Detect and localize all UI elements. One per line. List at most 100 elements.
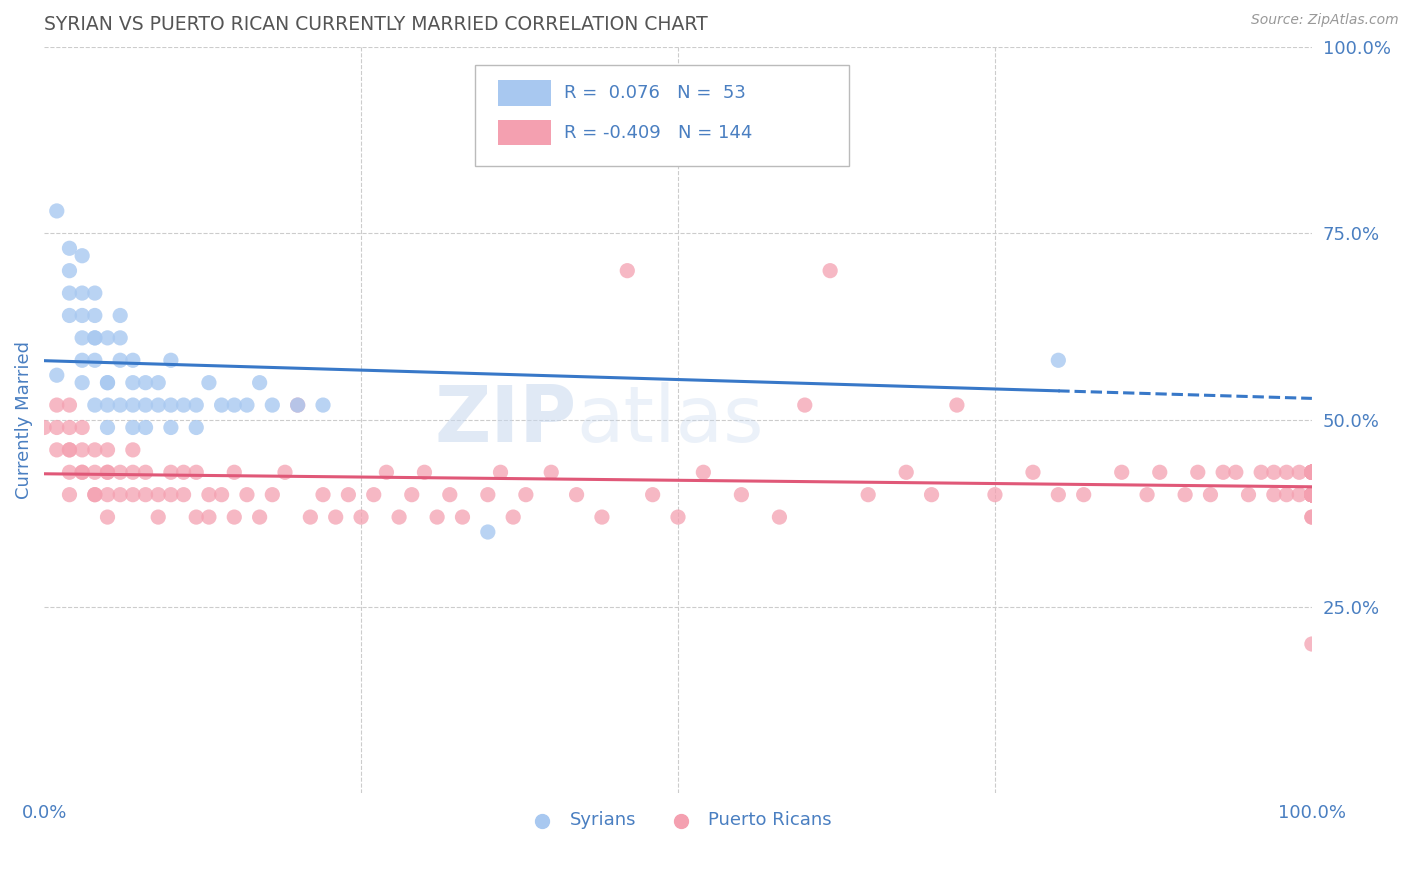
Point bbox=[1047, 488, 1070, 502]
Point bbox=[1301, 488, 1323, 502]
FancyBboxPatch shape bbox=[498, 80, 551, 105]
Point bbox=[83, 488, 105, 502]
Point bbox=[1301, 465, 1323, 479]
Point bbox=[1301, 510, 1323, 524]
Point bbox=[108, 488, 131, 502]
Point bbox=[1073, 488, 1095, 502]
Point bbox=[58, 286, 80, 301]
Point bbox=[946, 398, 969, 412]
Point bbox=[768, 510, 790, 524]
Point bbox=[287, 398, 309, 412]
Point bbox=[1301, 488, 1323, 502]
Point bbox=[730, 488, 752, 502]
Point bbox=[1111, 465, 1133, 479]
Point bbox=[1301, 465, 1323, 479]
Point bbox=[173, 465, 195, 479]
Point bbox=[198, 510, 221, 524]
Point bbox=[160, 398, 183, 412]
Point bbox=[1301, 488, 1323, 502]
Point bbox=[83, 353, 105, 368]
Point bbox=[401, 488, 423, 502]
Point bbox=[148, 510, 170, 524]
Point bbox=[1301, 488, 1323, 502]
Point bbox=[58, 465, 80, 479]
Point bbox=[45, 420, 67, 434]
Point bbox=[224, 510, 246, 524]
Point bbox=[1301, 465, 1323, 479]
Point bbox=[135, 376, 157, 390]
Point bbox=[83, 465, 105, 479]
Point bbox=[388, 510, 411, 524]
Point bbox=[83, 331, 105, 345]
Point bbox=[641, 488, 664, 502]
Point bbox=[540, 465, 562, 479]
Point bbox=[1301, 465, 1323, 479]
Point bbox=[121, 465, 143, 479]
Point bbox=[1301, 488, 1323, 502]
Point bbox=[1301, 465, 1323, 479]
Point bbox=[83, 286, 105, 301]
Point bbox=[58, 442, 80, 457]
Point bbox=[426, 510, 449, 524]
Point bbox=[173, 488, 195, 502]
Point bbox=[160, 420, 183, 434]
Point bbox=[1301, 488, 1323, 502]
Point bbox=[58, 398, 80, 412]
Point bbox=[198, 488, 221, 502]
Text: atlas: atlas bbox=[576, 382, 763, 458]
Point bbox=[1301, 465, 1323, 479]
Point bbox=[70, 286, 93, 301]
Point bbox=[1301, 488, 1323, 502]
Point bbox=[1187, 465, 1209, 479]
Point bbox=[45, 203, 67, 218]
Point bbox=[1301, 465, 1323, 479]
Point bbox=[1136, 488, 1159, 502]
Point bbox=[1301, 488, 1323, 502]
Point bbox=[1212, 465, 1234, 479]
Point bbox=[1288, 465, 1310, 479]
Point bbox=[1199, 488, 1222, 502]
Point bbox=[1301, 465, 1323, 479]
Point bbox=[83, 442, 105, 457]
Point bbox=[1301, 488, 1323, 502]
Point bbox=[70, 353, 93, 368]
Point bbox=[477, 488, 499, 502]
Point bbox=[1301, 488, 1323, 502]
Point bbox=[236, 488, 259, 502]
Point bbox=[45, 442, 67, 457]
Point bbox=[1301, 637, 1323, 651]
Point bbox=[198, 376, 221, 390]
Point bbox=[616, 263, 638, 277]
Text: ZIP: ZIP bbox=[434, 382, 576, 458]
Point bbox=[186, 420, 208, 434]
Point bbox=[70, 465, 93, 479]
FancyBboxPatch shape bbox=[498, 120, 551, 145]
Point bbox=[186, 510, 208, 524]
Point bbox=[1301, 465, 1323, 479]
Point bbox=[1047, 353, 1070, 368]
Point bbox=[121, 353, 143, 368]
Point bbox=[325, 510, 347, 524]
Point bbox=[135, 488, 157, 502]
Point bbox=[1301, 465, 1323, 479]
Point bbox=[350, 510, 373, 524]
Point bbox=[135, 398, 157, 412]
Point bbox=[108, 353, 131, 368]
Point bbox=[287, 398, 309, 412]
Point bbox=[148, 376, 170, 390]
Point bbox=[666, 510, 689, 524]
Y-axis label: Currently Married: Currently Married bbox=[15, 341, 32, 499]
Point bbox=[1275, 465, 1298, 479]
Point bbox=[96, 488, 118, 502]
Point bbox=[83, 331, 105, 345]
Point bbox=[451, 510, 474, 524]
Text: Source: ZipAtlas.com: Source: ZipAtlas.com bbox=[1251, 13, 1399, 28]
Point bbox=[666, 152, 689, 166]
Text: R =  0.076   N =  53: R = 0.076 N = 53 bbox=[564, 84, 745, 102]
Point bbox=[70, 376, 93, 390]
Point bbox=[96, 442, 118, 457]
Point bbox=[591, 510, 613, 524]
Point bbox=[108, 331, 131, 345]
Point bbox=[1301, 465, 1323, 479]
Point bbox=[1301, 488, 1323, 502]
